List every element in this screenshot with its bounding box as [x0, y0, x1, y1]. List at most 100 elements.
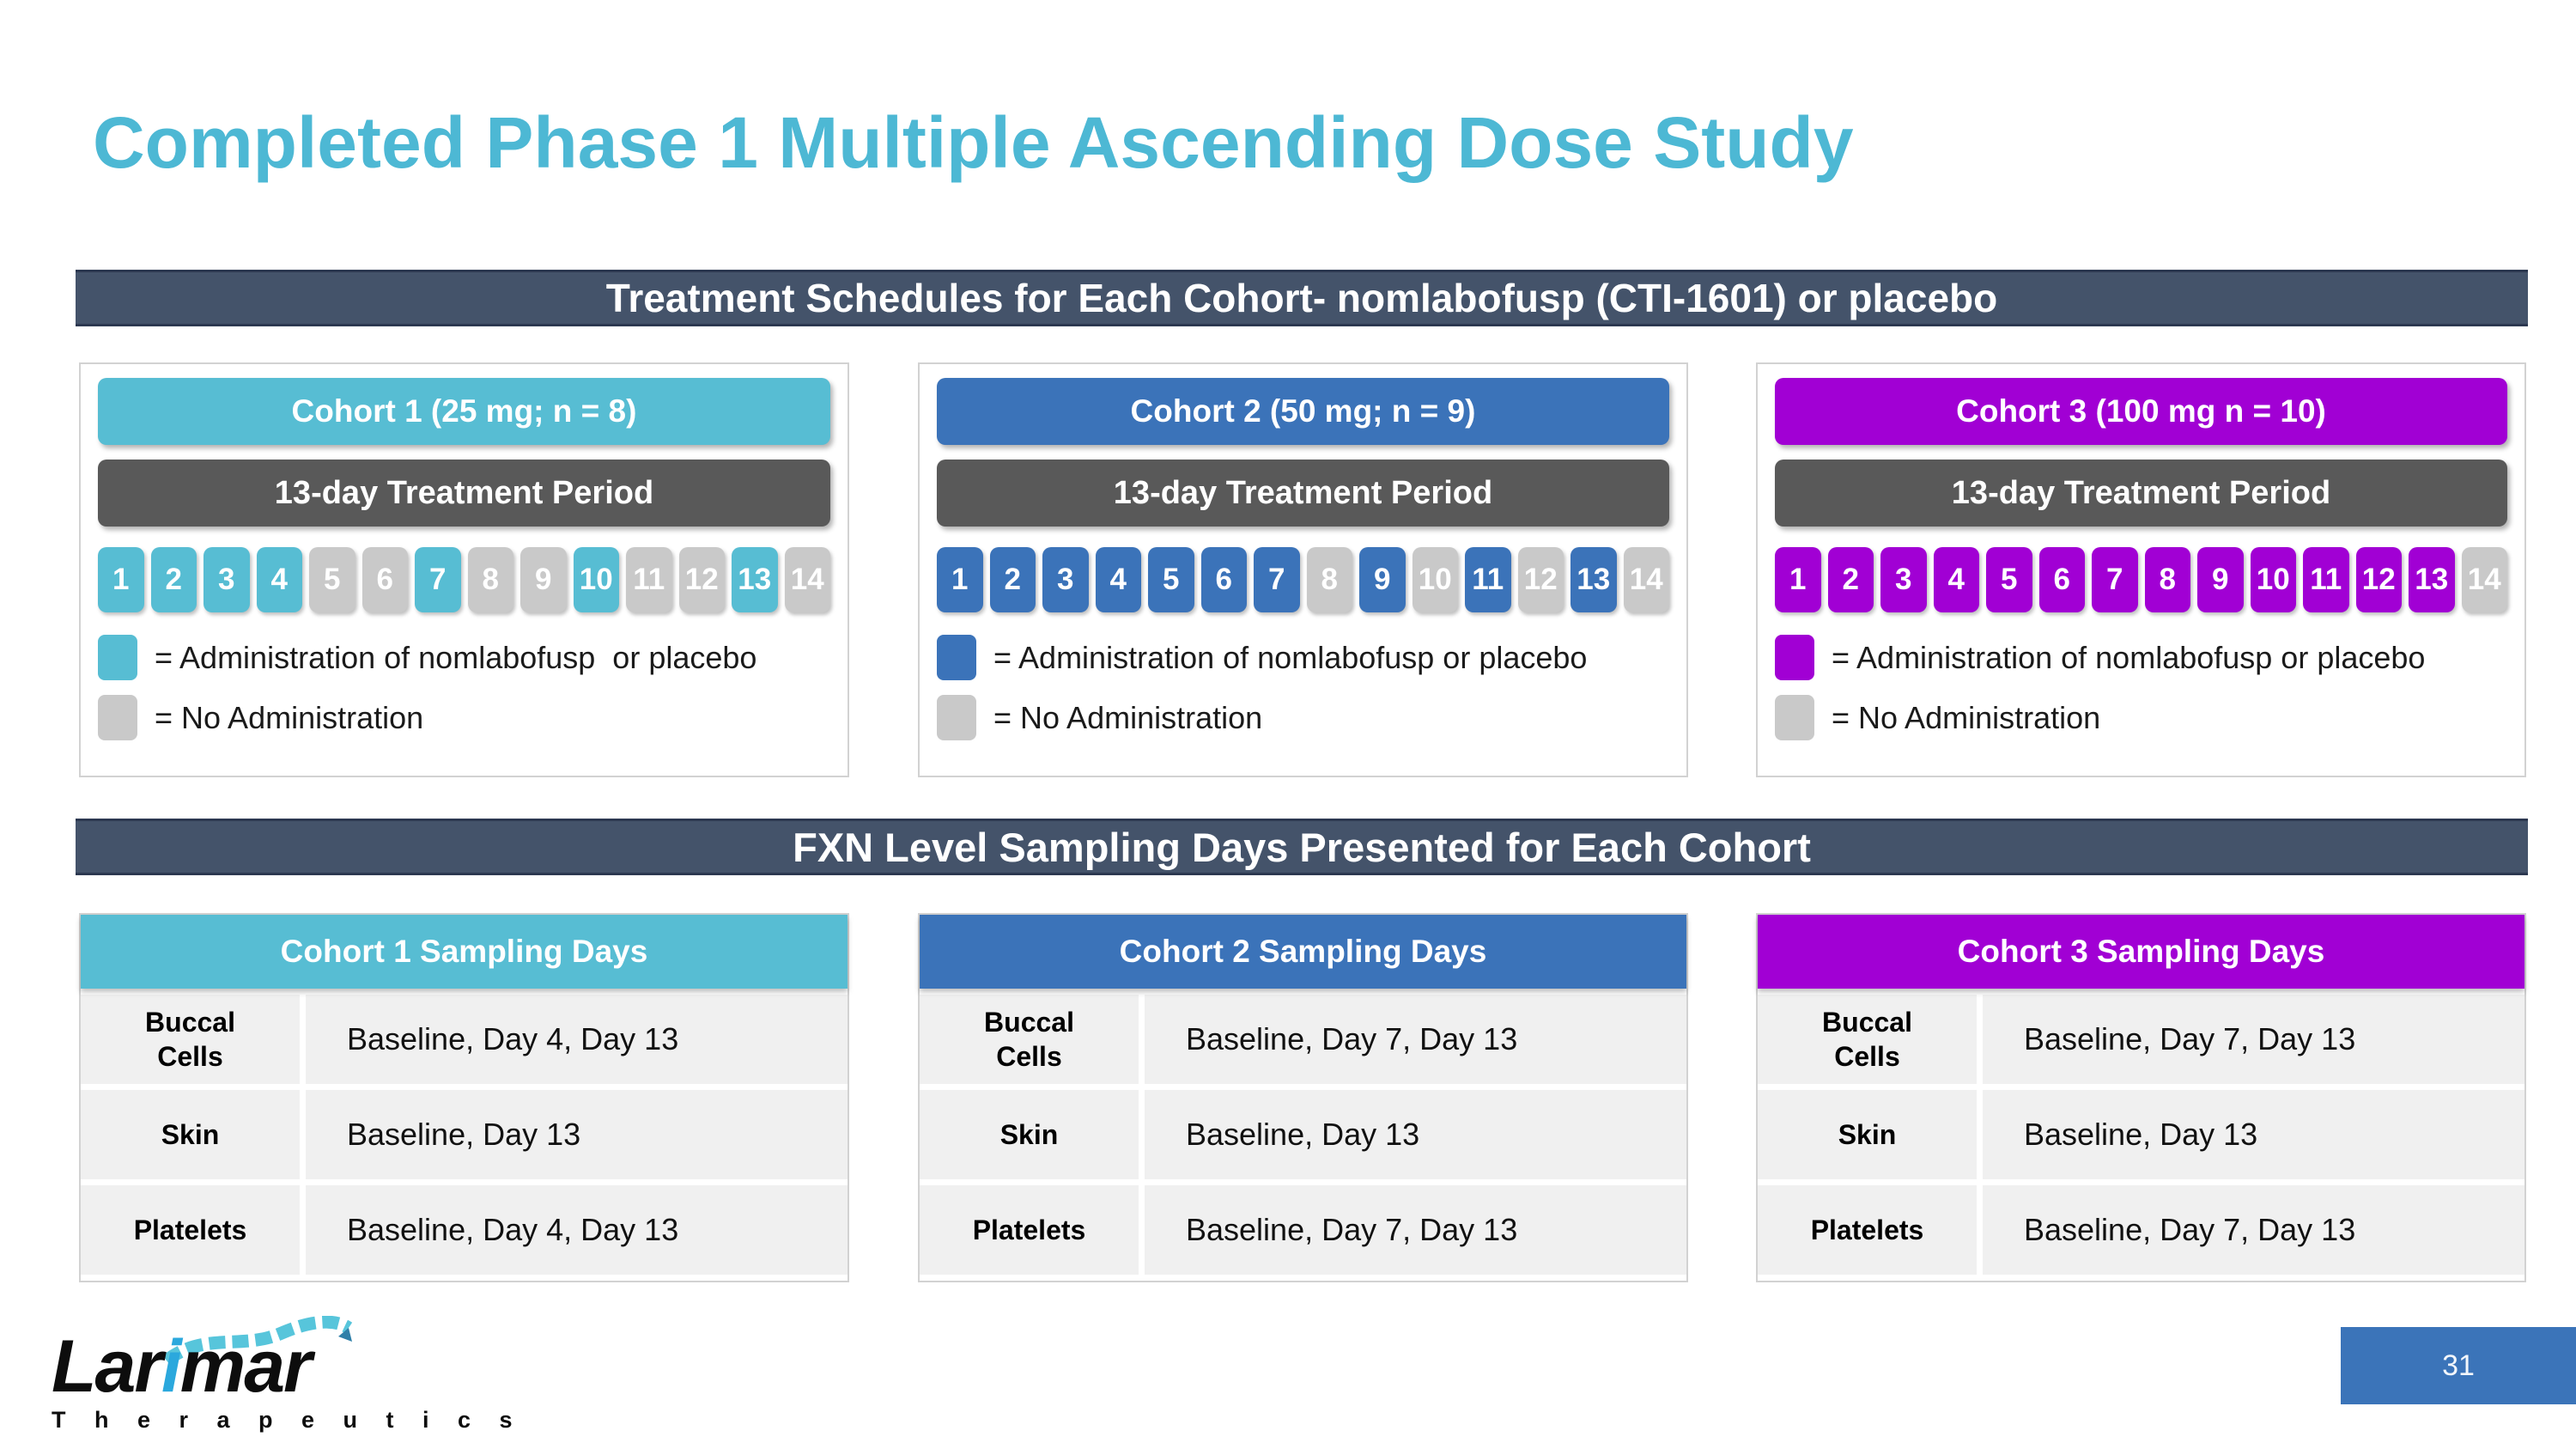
- cohort-1-card: Cohort 1 (25 mg; n = 8) 13-day Treatment…: [79, 362, 849, 777]
- banner-fxn-sampling-label: FXN Level Sampling Days Presented for Ea…: [793, 824, 1811, 870]
- day-cell: 11: [1465, 547, 1511, 612]
- day-cell: 9: [520, 547, 567, 612]
- table-row: Platelets Baseline, Day 4, Day 13: [81, 1185, 848, 1275]
- day-cell: 5: [1986, 547, 2032, 612]
- row-label-platelets: Platelets: [920, 1185, 1139, 1275]
- day-cell: 10: [1412, 547, 1458, 612]
- administration-swatch: [937, 635, 976, 680]
- table-row: Skin Baseline, Day 13: [1758, 1090, 2524, 1179]
- day-cell: 14: [2461, 547, 2507, 612]
- administration-legend-label: = Administration of nomlabofusp or place…: [993, 639, 1588, 675]
- day-cell: 5: [309, 547, 355, 612]
- day-cell: 4: [256, 547, 302, 612]
- table-row: Buccal Cells Baseline, Day 7, Day 13: [1758, 995, 2524, 1084]
- day-cell: 13: [732, 547, 778, 612]
- row-label-skin: Skin: [81, 1090, 300, 1179]
- table-row: Skin Baseline, Day 13: [920, 1090, 1686, 1179]
- page-title: Completed Phase 1 Multiple Ascending Dos…: [93, 102, 1854, 183]
- day-cell: 7: [1254, 547, 1300, 612]
- day-cell: 4: [1933, 547, 1979, 612]
- day-cell: 6: [1200, 547, 1247, 612]
- cohort-3-legend-administration: = Administration of nomlabofusp or place…: [1775, 635, 2507, 680]
- row-value-buccal-cells: Baseline, Day 7, Day 13: [1145, 995, 1686, 1084]
- day-cell: 2: [1827, 547, 1874, 612]
- row-label-buccal-cells: Buccal Cells: [920, 995, 1139, 1084]
- cohort-1-sampling-table: Cohort 1 Sampling Days Buccal Cells Base…: [79, 913, 849, 1282]
- logo-i-accent: i: [161, 1325, 182, 1408]
- row-value-platelets: Baseline, Day 7, Day 13: [1983, 1185, 2524, 1275]
- day-cell: 2: [150, 547, 197, 612]
- day-cell: 10: [2250, 547, 2296, 612]
- cohort-3-sampling-table: Cohort 3 Sampling Days Buccal Cells Base…: [1756, 913, 2526, 1282]
- row-value-buccal-cells: Baseline, Day 7, Day 13: [1983, 995, 2524, 1084]
- row-value-skin: Baseline, Day 13: [306, 1090, 848, 1179]
- page-number: 31: [2442, 1349, 2475, 1382]
- day-cell: 12: [678, 547, 725, 612]
- day-cell: 8: [2144, 547, 2190, 612]
- day-cell: 6: [361, 547, 408, 612]
- cohort-3-card: Cohort 3 (100 mg n = 10) 13-day Treatmen…: [1756, 362, 2526, 777]
- cohort-2-legend-administration: = Administration of nomlabofusp or place…: [937, 635, 1669, 680]
- cohort-3-day-row: 1 2 3 4 5 6 7 8 9 10 11 12 13 14: [1775, 547, 2507, 612]
- page-number-box: 31: [2341, 1327, 2576, 1404]
- day-cell: 12: [1517, 547, 1564, 612]
- no-administration-legend-label: = No Administration: [1832, 699, 2101, 735]
- cohort-2-header: Cohort 2 (50 mg; n = 9): [937, 378, 1669, 445]
- day-cell: 12: [2355, 547, 2402, 612]
- banner-treatment-schedules: Treatment Schedules for Each Cohort- nom…: [76, 270, 2528, 326]
- table-row: Buccal Cells Baseline, Day 7, Day 13: [920, 995, 1686, 1084]
- logo-subtext: T h e r a p e u t i c s: [52, 1407, 524, 1433]
- row-label-skin: Skin: [1758, 1090, 1977, 1179]
- cohort-2-sampling-table-header: Cohort 2 Sampling Days: [920, 915, 1686, 989]
- day-cell: 9: [1359, 547, 1406, 612]
- no-administration-swatch: [1775, 695, 1814, 740]
- cohort-3-legend-no-administration: = No Administration: [1775, 695, 2507, 740]
- cohort-1-legend-no-administration: = No Administration: [98, 695, 830, 740]
- larimar-logo: Larimar T h e r a p e u t i c s: [52, 1316, 524, 1434]
- row-label-platelets: Platelets: [81, 1185, 300, 1275]
- logo-wordmark: Larimar: [52, 1330, 361, 1403]
- cohort-1-day-row: 1 2 3 4 5 6 7 8 9 10 11 12 13 14: [98, 547, 830, 612]
- day-cell: 5: [1148, 547, 1194, 612]
- row-value-platelets: Baseline, Day 4, Day 13: [306, 1185, 848, 1275]
- table-row: Skin Baseline, Day 13: [81, 1090, 848, 1179]
- day-cell: 11: [2303, 547, 2349, 612]
- row-label-buccal-cells: Buccal Cells: [81, 995, 300, 1084]
- cohort-3-header: Cohort 3 (100 mg n = 10): [1775, 378, 2507, 445]
- cohort-1-sampling-table-header: Cohort 1 Sampling Days: [81, 915, 848, 989]
- administration-swatch: [98, 635, 137, 680]
- day-cell: 1: [937, 547, 983, 612]
- table-row: Buccal Cells Baseline, Day 4, Day 13: [81, 995, 848, 1084]
- cohort-2-day-row: 1 2 3 4 5 6 7 8 9 10 11 12 13 14: [937, 547, 1669, 612]
- row-label-skin: Skin: [920, 1090, 1139, 1179]
- day-cell: 13: [2409, 547, 2455, 612]
- cohort-2-legend-no-administration: = No Administration: [937, 695, 1669, 740]
- day-cell: 14: [1623, 547, 1669, 612]
- administration-swatch: [1775, 635, 1814, 680]
- day-cell: 3: [204, 547, 250, 612]
- no-administration-swatch: [98, 695, 137, 740]
- banner-fxn-sampling: FXN Level Sampling Days Presented for Ea…: [76, 819, 2528, 875]
- no-administration-legend-label: = No Administration: [993, 699, 1263, 735]
- day-cell: 7: [415, 547, 461, 612]
- cohort-1-legend-administration: = Administration of nomlabofusp or place…: [98, 635, 830, 680]
- row-value-platelets: Baseline, Day 7, Day 13: [1145, 1185, 1686, 1275]
- table-row: Platelets Baseline, Day 7, Day 13: [1758, 1185, 2524, 1275]
- table-row: Platelets Baseline, Day 7, Day 13: [920, 1185, 1686, 1275]
- day-cell: 3: [1880, 547, 1927, 612]
- cohort-2-sampling-table: Cohort 2 Sampling Days Buccal Cells Base…: [918, 913, 1688, 1282]
- day-cell: 10: [573, 547, 619, 612]
- row-value-skin: Baseline, Day 13: [1983, 1090, 2524, 1179]
- cohort-1-treatment-period: 13-day Treatment Period: [98, 460, 830, 527]
- cohort-2-treatment-period: 13-day Treatment Period: [937, 460, 1669, 527]
- row-value-buccal-cells: Baseline, Day 4, Day 13: [306, 995, 848, 1084]
- administration-legend-label: = Administration of nomlabofusp or place…: [1832, 639, 2426, 675]
- logo-text: mar: [179, 1325, 313, 1408]
- day-cell: 7: [2092, 547, 2138, 612]
- cohort-2-card: Cohort 2 (50 mg; n = 9) 13-day Treatment…: [918, 362, 1688, 777]
- no-administration-swatch: [937, 695, 976, 740]
- day-cell: 8: [467, 547, 513, 612]
- day-cell: 1: [1775, 547, 1821, 612]
- day-cell: 4: [1095, 547, 1141, 612]
